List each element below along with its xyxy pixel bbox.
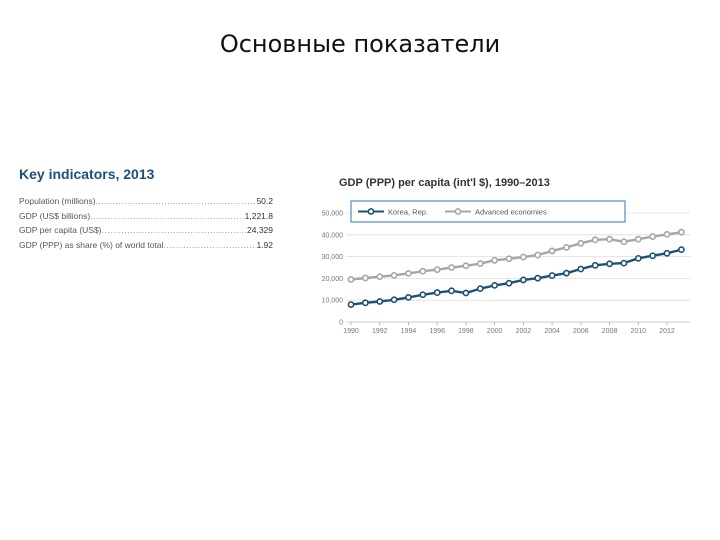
data-point-korea (577, 265, 585, 273)
data-point-korea (419, 291, 427, 299)
data-point-korea (634, 254, 642, 262)
x-tick-label: 1994 (401, 328, 417, 335)
series-line-advanced (350, 231, 682, 281)
data-point-advanced (591, 236, 599, 244)
x-tick-label: 2008 (602, 328, 618, 335)
data-point-advanced (577, 239, 585, 247)
indicator-value: 1.92 (256, 239, 273, 250)
legend-korea-label: Korea, Rep. (388, 208, 428, 217)
x-tick-label: 2006 (573, 328, 589, 335)
gridlines (346, 212, 690, 323)
indicator-value: 1,221.8 (244, 210, 273, 221)
gdp-ppp-line-chart: 0 10,000 20,000 30,000 40,000 50,000 1990 1992… (322, 200, 690, 335)
indicator-row-gdp-per-capita: GDP per capita (US$) 24,329 (19, 225, 273, 240)
indicator-label: Population (millions) (19, 196, 96, 206)
data-point-korea (663, 249, 671, 257)
data-point-korea (390, 296, 398, 304)
data-point-advanced (620, 238, 628, 246)
data-point-korea (433, 289, 441, 296)
x-tick-label: 2004 (544, 328, 560, 335)
data-point-korea (491, 281, 499, 289)
data-point-korea (677, 246, 685, 254)
data-point-korea (548, 272, 556, 279)
indicator-row-gdp-ppp-share: GDP (PPP) as share (%) of world total 1.… (19, 240, 273, 255)
indicator-row-gdp: GDP (US$ billions) 1,221.8 (19, 211, 273, 226)
indicator-row-population: Population (millions) 50.2 (19, 196, 273, 211)
chart-title: GDP (PPP) per capita (int'l $), 1990–201… (339, 177, 550, 189)
x-tick-label: 1998 (458, 328, 474, 335)
data-point-korea (563, 269, 570, 277)
x-axis-ticks: 1990 1992 1994 1996 1998 2000 2002 2004 2006 2008… (343, 322, 675, 335)
data-point-advanced (505, 255, 513, 263)
indicator-label: GDP (PPP) as share (%) of world total (19, 239, 164, 250)
legend-korea-marker (367, 208, 375, 215)
data-point-advanced (405, 269, 412, 277)
data-point-advanced (361, 274, 369, 282)
chart-legend: Korea, Rep. Advanced economies (350, 200, 626, 223)
data-point-korea (606, 260, 613, 268)
x-tick-label: 2010 (630, 328, 646, 335)
slide-title: Основные показатели (219, 30, 501, 58)
x-tick-label: 1992 (372, 328, 388, 335)
series-lines (347, 228, 685, 308)
key-indicators-title: Key indicators, 2013 (19, 166, 155, 182)
x-tick-label: 1996 (429, 328, 445, 335)
data-point-advanced (534, 251, 542, 259)
y-tick-label: 30,000 (322, 254, 344, 261)
x-tick-label: 2012 (659, 328, 675, 335)
legend-advanced-marker (454, 208, 462, 215)
data-point-advanced (491, 256, 499, 264)
data-point-advanced (548, 247, 556, 255)
indicator-value: 24,329 (247, 225, 273, 235)
data-point-advanced (347, 276, 355, 283)
data-point-korea (476, 285, 484, 293)
data-point-korea (347, 301, 355, 308)
data-point-korea (649, 252, 657, 260)
data-point-advanced (663, 230, 671, 238)
data-point-advanced (519, 253, 527, 261)
data-point-korea (534, 274, 542, 282)
data-point-advanced (462, 262, 470, 270)
indicator-label: GDP (US$ billions) (19, 210, 91, 221)
data-point-korea (448, 287, 455, 295)
data-point-advanced (563, 244, 570, 251)
y-tick-label: 40,000 (322, 232, 344, 239)
data-point-korea (505, 279, 513, 287)
data-point-korea (591, 261, 599, 269)
data-point-korea (620, 259, 628, 267)
leader-dots (163, 240, 256, 250)
x-tick-label: 1990 (343, 328, 359, 335)
legend-box (350, 200, 626, 223)
y-tick-label: 0 (339, 320, 343, 327)
data-point-korea (376, 298, 384, 305)
data-point-korea (405, 293, 412, 301)
data-point-advanced (649, 233, 657, 240)
y-axis-ticks: 0 10,000 20,000 30,000 40,000 50,000 (322, 211, 344, 327)
key-indicators-list: Population (millions) 50.2 GDP (US$ bill… (19, 196, 273, 254)
data-point-korea (519, 276, 527, 284)
leader-dots (90, 211, 244, 221)
indicator-value: 50.2 (256, 196, 273, 206)
leader-dots (96, 196, 257, 206)
x-tick-label: 2002 (516, 328, 532, 335)
data-point-advanced (376, 273, 384, 281)
data-point-korea (462, 289, 470, 297)
data-point-advanced (419, 267, 427, 275)
leader-dots (102, 225, 247, 235)
legend-advanced-label: Advanced economies (475, 208, 547, 217)
y-tick-label: 10,000 (322, 298, 344, 305)
data-point-advanced (390, 271, 398, 279)
y-tick-label: 50,000 (322, 211, 344, 218)
data-point-korea (361, 299, 369, 307)
data-point-advanced (606, 235, 613, 243)
data-point-advanced (634, 235, 642, 243)
x-tick-label: 2000 (487, 328, 503, 335)
data-point-advanced (476, 260, 484, 267)
y-tick-label: 20,000 (322, 276, 344, 283)
indicator-label: GDP per capita (US$) (19, 225, 102, 235)
data-point-advanced (677, 228, 685, 236)
data-point-advanced (433, 266, 441, 274)
data-point-advanced (448, 264, 455, 271)
